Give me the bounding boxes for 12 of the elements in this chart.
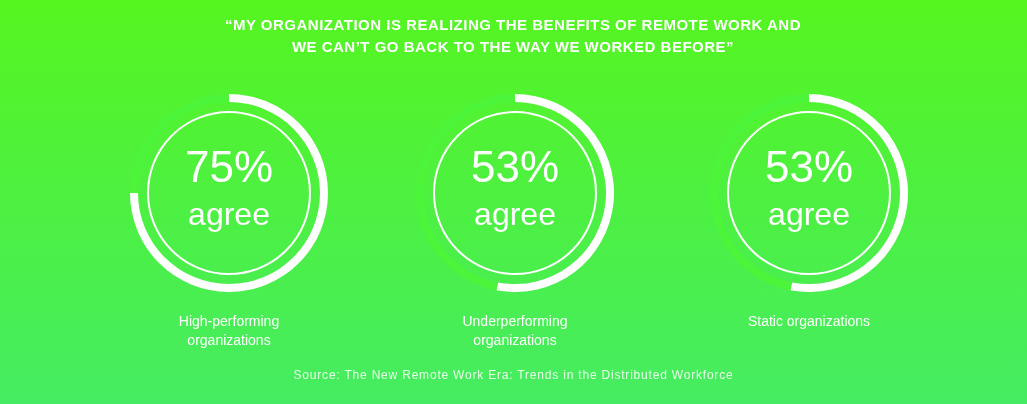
text: High-performing organizations [177, 312, 281, 350]
slice-label: agree [768, 196, 850, 232]
text: “MY ORGANIZATION IS REALIZING THE BENEFITS OF REMOTE WORK AND WE CAN’T GO BACK TO THE WAY WE WORKED BEFORE” [223, 15, 803, 57]
slice-label: agree [188, 196, 270, 232]
donut-slice [130, 94, 328, 292]
slice-label: agree [474, 196, 556, 232]
text: Underperforming organizations [461, 312, 569, 350]
source-note: Source: The New Remote Work Era: Trends in the Distributed Workforce [292, 368, 735, 382]
data-label: 53% [470, 142, 560, 191]
data-label: 53% [764, 142, 854, 191]
text: Static organizations [746, 312, 872, 331]
data-label: 75% [184, 142, 274, 191]
